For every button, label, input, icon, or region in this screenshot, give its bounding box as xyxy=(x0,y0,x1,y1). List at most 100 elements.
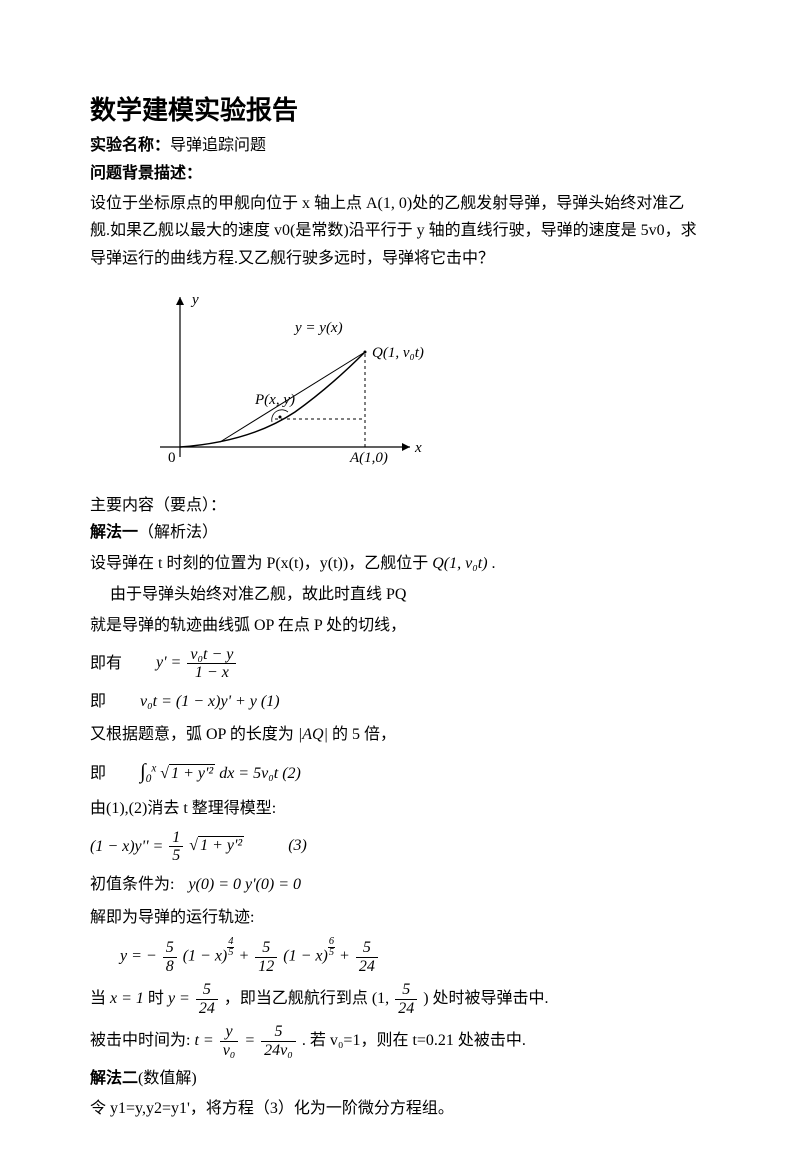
diagram-svg: 0 y x A(1,0) y = y(x) P(x, y) Q(1, v₀t) xyxy=(120,282,440,482)
eq5-f3: 524 xyxy=(356,939,378,975)
Q-label: Q(1, v₀t) xyxy=(372,345,424,361)
s1-line4-a: 又根据题意，弧 OP 的长度为 xyxy=(90,726,298,743)
s1-line4-b: |AQ| xyxy=(298,726,328,743)
eq5-t2: (1 − x) xyxy=(283,948,328,965)
s1-eq4-tag: (3) xyxy=(288,837,307,854)
P-label: P(x, y) xyxy=(254,392,295,408)
y-axis-label: y xyxy=(190,292,199,308)
s1-line3: 就是导弹的轨迹曲线弧 OP 在点 P 处的切线， xyxy=(90,612,703,639)
s1-l7-x: x = 1 xyxy=(110,990,144,1007)
solution2-sub: (数值解) xyxy=(138,1070,197,1087)
s1-eq3: 即 ∫0x 1 + y'² dx = 5v₀t (2) xyxy=(90,754,703,789)
s1-eq3-body: ∫0x 1 + y'² dx = 5v₀t (2) xyxy=(140,765,301,782)
s1-line4: 又根据题意，弧 OP 的长度为 |AQ| 的 5 倍， xyxy=(90,721,703,748)
l8f2n: 5 xyxy=(261,1023,296,1042)
A-label: A(1,0) xyxy=(349,450,388,466)
eq5-e2: 65 xyxy=(328,937,335,957)
x-axis-label: x xyxy=(414,440,422,456)
s1-l7-d: ) 处时被导弹击中. xyxy=(423,990,548,1007)
solution2-label: 解法二 xyxy=(90,1070,138,1087)
int-lower: 0 xyxy=(146,773,152,785)
l7f2-d: 24 xyxy=(395,1000,417,1018)
s1-line1: 设导弹在 t 时刻的位置为 P(x(t)，y(t))，乙舰位于 Q(1, v₀t… xyxy=(90,550,703,577)
s1-eq1-frac: v₀t − y 1 − x xyxy=(187,646,236,682)
origin-label: 0 xyxy=(168,450,176,466)
s1-line5: 由(1),(2)消去 t 整理得模型: xyxy=(90,795,703,822)
s1-eq2: 即 v₀t = (1 − x)y' + y (1) xyxy=(90,688,703,715)
eq5-yeq: y = − xyxy=(120,948,157,965)
experiment-name-line: 实验名称：导弹追踪问题 xyxy=(90,133,703,159)
s1-eq1-label: 即有 xyxy=(90,654,122,671)
s1-l7-a: 当 xyxy=(90,990,110,1007)
s1-line1-b: Q(1, v₀t) xyxy=(432,555,487,572)
s1-l8-b: . 若 v₀=1，则在 t=0.21 处被击中. xyxy=(302,1032,526,1049)
s1-line1-c: . xyxy=(488,555,496,572)
s1-line2: 由于导弹头始终对准乙舰，故此时直线 PQ xyxy=(110,581,703,608)
s1-eq4-lhs: (1 − x)y'' = xyxy=(90,837,163,854)
eq5-f1-d: 8 xyxy=(163,958,177,976)
background-text: 设位于坐标原点的甲舰向位于 x 轴上点 A(1, 0)处的乙舰发射导弹，导弹头始… xyxy=(90,190,703,272)
s1-line4-c: 的 5 倍， xyxy=(328,726,396,743)
main-content-label: 主要内容（要点）： xyxy=(90,493,703,519)
s1-eq2-label: 即 xyxy=(90,693,106,710)
diagram: 0 y x A(1,0) y = y(x) P(x, y) Q(1, v₀t) xyxy=(120,282,703,487)
report-title: 数学建模实验报告 xyxy=(90,90,703,127)
s1-line7: 当 x = 1 时 y = 524 ，即当乙舰航行到点 (1, 524 ) 处时… xyxy=(90,981,703,1017)
l8f1n: y xyxy=(220,1023,239,1042)
experiment-name-label: 实验名称： xyxy=(90,137,170,154)
solution1-label: 解法一 xyxy=(90,524,138,541)
s1-eq4: (1 − x)y'' = 1 5 1 + y'² (3) xyxy=(90,829,703,865)
s1-init-label: 初值条件为: xyxy=(90,876,174,893)
s1-eq3-label: 即 xyxy=(90,765,106,782)
s1-eq2-body: v₀t = (1 − x)y' + y (1) xyxy=(140,693,280,710)
eq5-f3-n: 5 xyxy=(356,939,378,958)
eq5-f1-n: 5 xyxy=(163,939,177,958)
s1-eq3-tail: dx = 5v₀t (2) xyxy=(215,765,301,782)
page: 数学建模实验报告 实验名称：导弹追踪问题 问题背景描述： 设位于坐标原点的甲舰向… xyxy=(0,0,793,1166)
s1-eq5: y = − 58 (1 − x)45 + 512 (1 − x)65 + 524 xyxy=(120,937,703,975)
l8-f1: yv₀ xyxy=(220,1023,239,1059)
s1-eq4-frac: 1 5 xyxy=(169,829,183,865)
eq5-f2-d: 12 xyxy=(255,958,277,976)
l8f2d: 24v₀ xyxy=(261,1042,296,1060)
s2-line1: 令 y1=y,y2=y1'，将方程（3）化为一阶微分方程组。 xyxy=(90,1095,703,1122)
s1-line6: 解即为导弹的运行轨迹: xyxy=(90,904,703,931)
s1-l8-a: 被击中时间为: xyxy=(90,1032,194,1049)
s1-l7-frac2: 524 xyxy=(395,981,417,1017)
s1-l7-b: 时 xyxy=(144,990,168,1007)
eq5-e1: 45 xyxy=(227,937,234,957)
curve-label: y = y(x) xyxy=(293,320,343,336)
solution2-heading: 解法二(数值解) xyxy=(90,1066,703,1092)
sqrt-1: 1 + y'² xyxy=(160,760,215,787)
eq5-e1n: 4 xyxy=(227,937,234,947)
s1-eq1-num: v₀t − y xyxy=(187,646,236,665)
s1-eq3-rad: 1 + y'² xyxy=(169,764,215,782)
s1-eq1: 即有 y' = v₀t − y 1 − x xyxy=(90,646,703,682)
s1-eq4-rad: 1 + y'² xyxy=(198,836,244,854)
s1-eq1-den: 1 − x xyxy=(187,664,236,682)
background-label: 问题背景描述： xyxy=(90,161,703,187)
l7f-d: 24 xyxy=(196,1000,218,1018)
s1-eq1-lhs: y' = xyxy=(156,654,181,671)
s1-eq4-num: 1 xyxy=(169,829,183,848)
eq5-f1: 58 xyxy=(163,939,177,975)
experiment-name: 导弹追踪问题 xyxy=(170,137,266,154)
s1-init-line: 初值条件为: y(0) = 0 y'(0) = 0 xyxy=(90,871,703,898)
eq5-p1: + xyxy=(238,948,253,965)
eq5-e1d: 5 xyxy=(227,948,234,957)
eq5-p2: + xyxy=(339,948,354,965)
l8-f2: 524v₀ xyxy=(261,1023,296,1059)
s1-l7-y: y = xyxy=(168,990,190,1007)
eq5-f2: 512 xyxy=(255,939,277,975)
s1-line8: 被击中时间为: t = yv₀ = 524v₀ . 若 v₀=1，则在 t=0.… xyxy=(90,1023,703,1059)
l8f1d: v₀ xyxy=(220,1042,239,1060)
int-upper: x xyxy=(151,763,156,775)
eq5-e2n: 6 xyxy=(328,937,335,947)
eq5-e2d: 5 xyxy=(328,948,335,957)
s1-line1-a: 设导弹在 t 时刻的位置为 P(x(t)，y(t))，乙舰位于 xyxy=(90,555,432,572)
sqrt-2: 1 + y'² xyxy=(189,832,244,859)
eq5-t1: (1 − x) xyxy=(183,948,228,965)
l8-eq: = xyxy=(244,1032,259,1049)
solution1-sub: （解析法） xyxy=(138,524,218,541)
eq5-f3-d: 24 xyxy=(356,958,378,976)
